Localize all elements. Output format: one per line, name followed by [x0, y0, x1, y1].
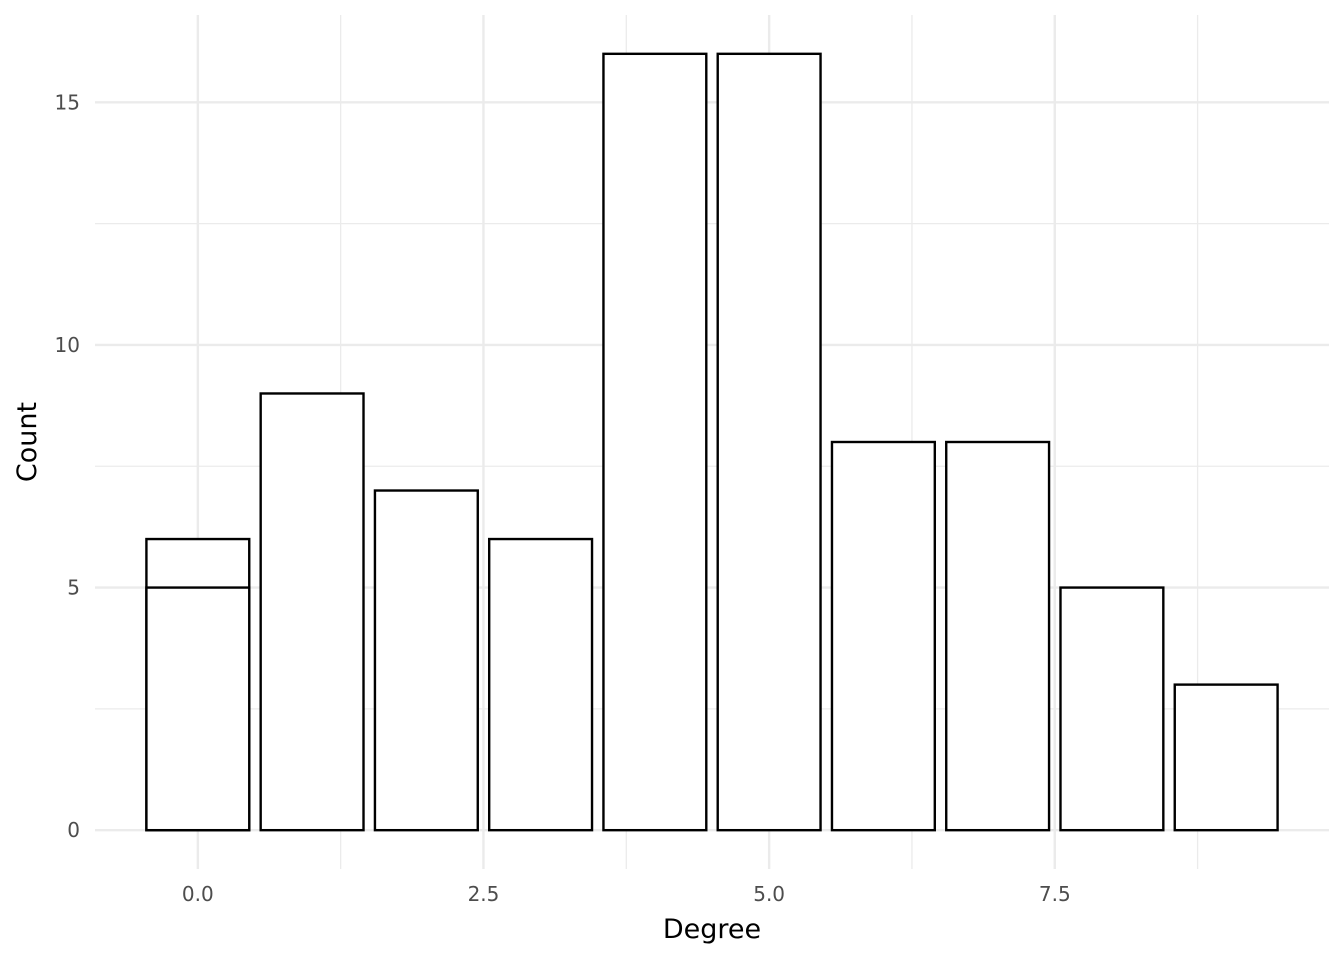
bar-degree-3	[487, 537, 594, 832]
tick-label-layer: 0.0 2.5 5.0 7.5 0 5 10 15	[55, 90, 1071, 906]
y-tick-label: 10	[55, 333, 80, 357]
bar-layer	[145, 52, 1279, 832]
y-tick-label: 0	[67, 818, 80, 842]
x-tick-label: 5.0	[753, 882, 785, 906]
x-tick-label: 0.0	[182, 882, 214, 906]
x-axis-title: Degree	[663, 914, 761, 945]
bar-degree-7	[945, 440, 1051, 832]
x-tick-label: 2.5	[468, 882, 500, 906]
bar-degree-6	[830, 440, 937, 832]
bar-degree-1	[259, 392, 365, 832]
y-tick-label: 15	[55, 90, 80, 114]
bar-degree-0-overlay	[145, 586, 251, 832]
y-tick-label: 5	[67, 576, 80, 600]
bar-degree-5	[716, 52, 822, 832]
bar-degree-4	[602, 52, 708, 832]
y-axis-title: Count	[12, 402, 43, 482]
x-tick-label: 7.5	[1039, 882, 1071, 906]
bar-degree-2	[373, 489, 479, 832]
bar-degree-8	[1059, 586, 1165, 832]
bar-degree-9	[1173, 683, 1279, 832]
